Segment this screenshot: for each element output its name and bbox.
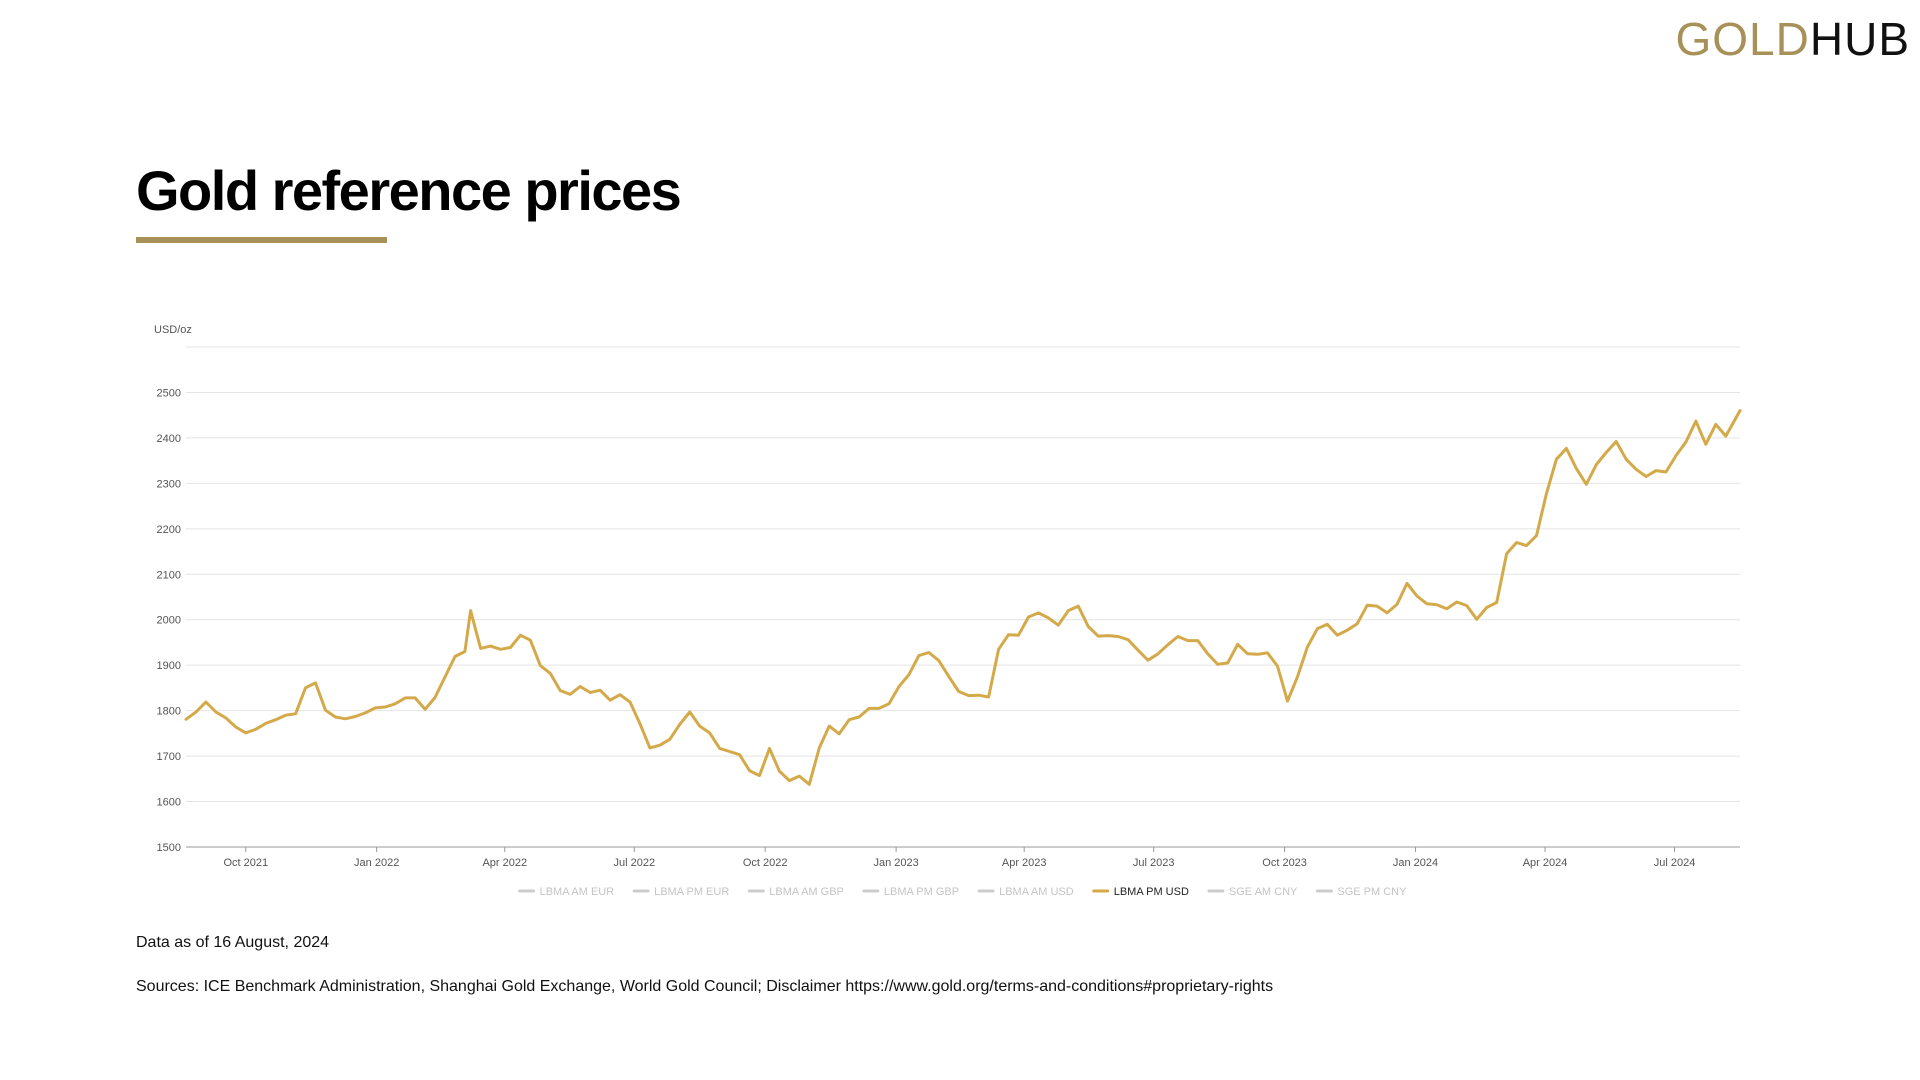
x-tick-label: Jul 2022 [613,857,655,869]
legend-item[interactable]: LBMA AM USD [977,886,1074,898]
logo-hub-text: HUB [1809,13,1910,65]
legend-item[interactable]: LBMA PM EUR [632,886,729,898]
legend-item[interactable]: LBMA AM EUR [518,886,615,898]
y-tick-label: 2000 [157,615,181,627]
series-line-lbma-pm-usd[interactable] [184,409,1742,786]
legend-label: SGE PM CNY [1337,886,1407,898]
chart-gridlines [186,346,1740,848]
chart-legend: LBMA AM EUR LBMA PM EUR LBMA AM GBP LBMA PM… [518,886,1407,898]
x-tick-label: Oct 2023 [1262,857,1307,869]
page-title: Gold reference prices [136,159,682,222]
legend-item[interactable]: LBMA PM GBP [862,886,959,898]
y-tick-label: 2100 [157,569,181,581]
chart-series [184,409,1742,786]
x-tick-label: Jan 2022 [354,857,399,869]
legend-item[interactable]: SGE PM CNY [1315,886,1407,898]
x-tick-label: Jul 2023 [1133,857,1175,869]
x-tick-label: Oct 2022 [743,857,788,869]
chart-axes: 1500 1600 1700 1800 1900 2000 2100 2200 2300 2400… [154,324,1695,869]
x-tick-label: Apr 2024 [1523,857,1568,869]
y-tick-label: 1900 [157,660,181,672]
legend-item[interactable]: LBMA AM GBP [747,886,844,898]
legend-item[interactable]: SGE AM CNY [1207,886,1298,898]
sources-note: Sources: ICE Benchmark Administration, S… [136,978,1274,995]
x-tick-label: Jul 2024 [1654,857,1696,869]
legend-label: SGE AM CNY [1229,886,1298,898]
y-tick-label: 2200 [157,524,181,536]
data-as-of-note: Data as of 16 August, 2024 [136,934,330,951]
y-tick-label: 1700 [157,751,181,763]
legend-label: LBMA PM USD [1114,886,1189,898]
legend-label: LBMA PM GBP [884,886,959,898]
x-tick-label: Jan 2024 [1393,857,1438,869]
x-tick-label: Apr 2022 [482,857,527,869]
legend-label: LBMA PM EUR [654,886,729,898]
y-tick-label: 1500 [157,842,181,854]
x-tick-label: Oct 2021 [223,857,268,869]
legend-label: LBMA AM EUR [540,886,615,898]
y-tick-label: 2300 [157,478,181,490]
legend-label: LBMA AM USD [999,886,1074,898]
legend-label: LBMA AM GBP [769,886,844,898]
gold-price-chart: 1500 1600 1700 1800 1900 2000 2100 2200 2300 2400… [154,324,1742,898]
x-tick-label: Jan 2023 [873,857,918,869]
legend-item[interactable]: LBMA PM USD [1092,886,1189,898]
x-tick-label: Apr 2023 [1002,857,1047,869]
y-tick-label: 2500 [157,387,181,399]
logo-gold-text: GOLD [1675,13,1810,65]
y-tick-label: 1800 [157,706,181,718]
y-axis-label: USD/oz [154,324,192,336]
title-underline [136,237,387,243]
y-tick-label: 1600 [157,797,181,809]
goldhub-logo[interactable]: GOLDHUB [1676,12,1911,66]
y-tick-label: 2400 [157,433,181,445]
